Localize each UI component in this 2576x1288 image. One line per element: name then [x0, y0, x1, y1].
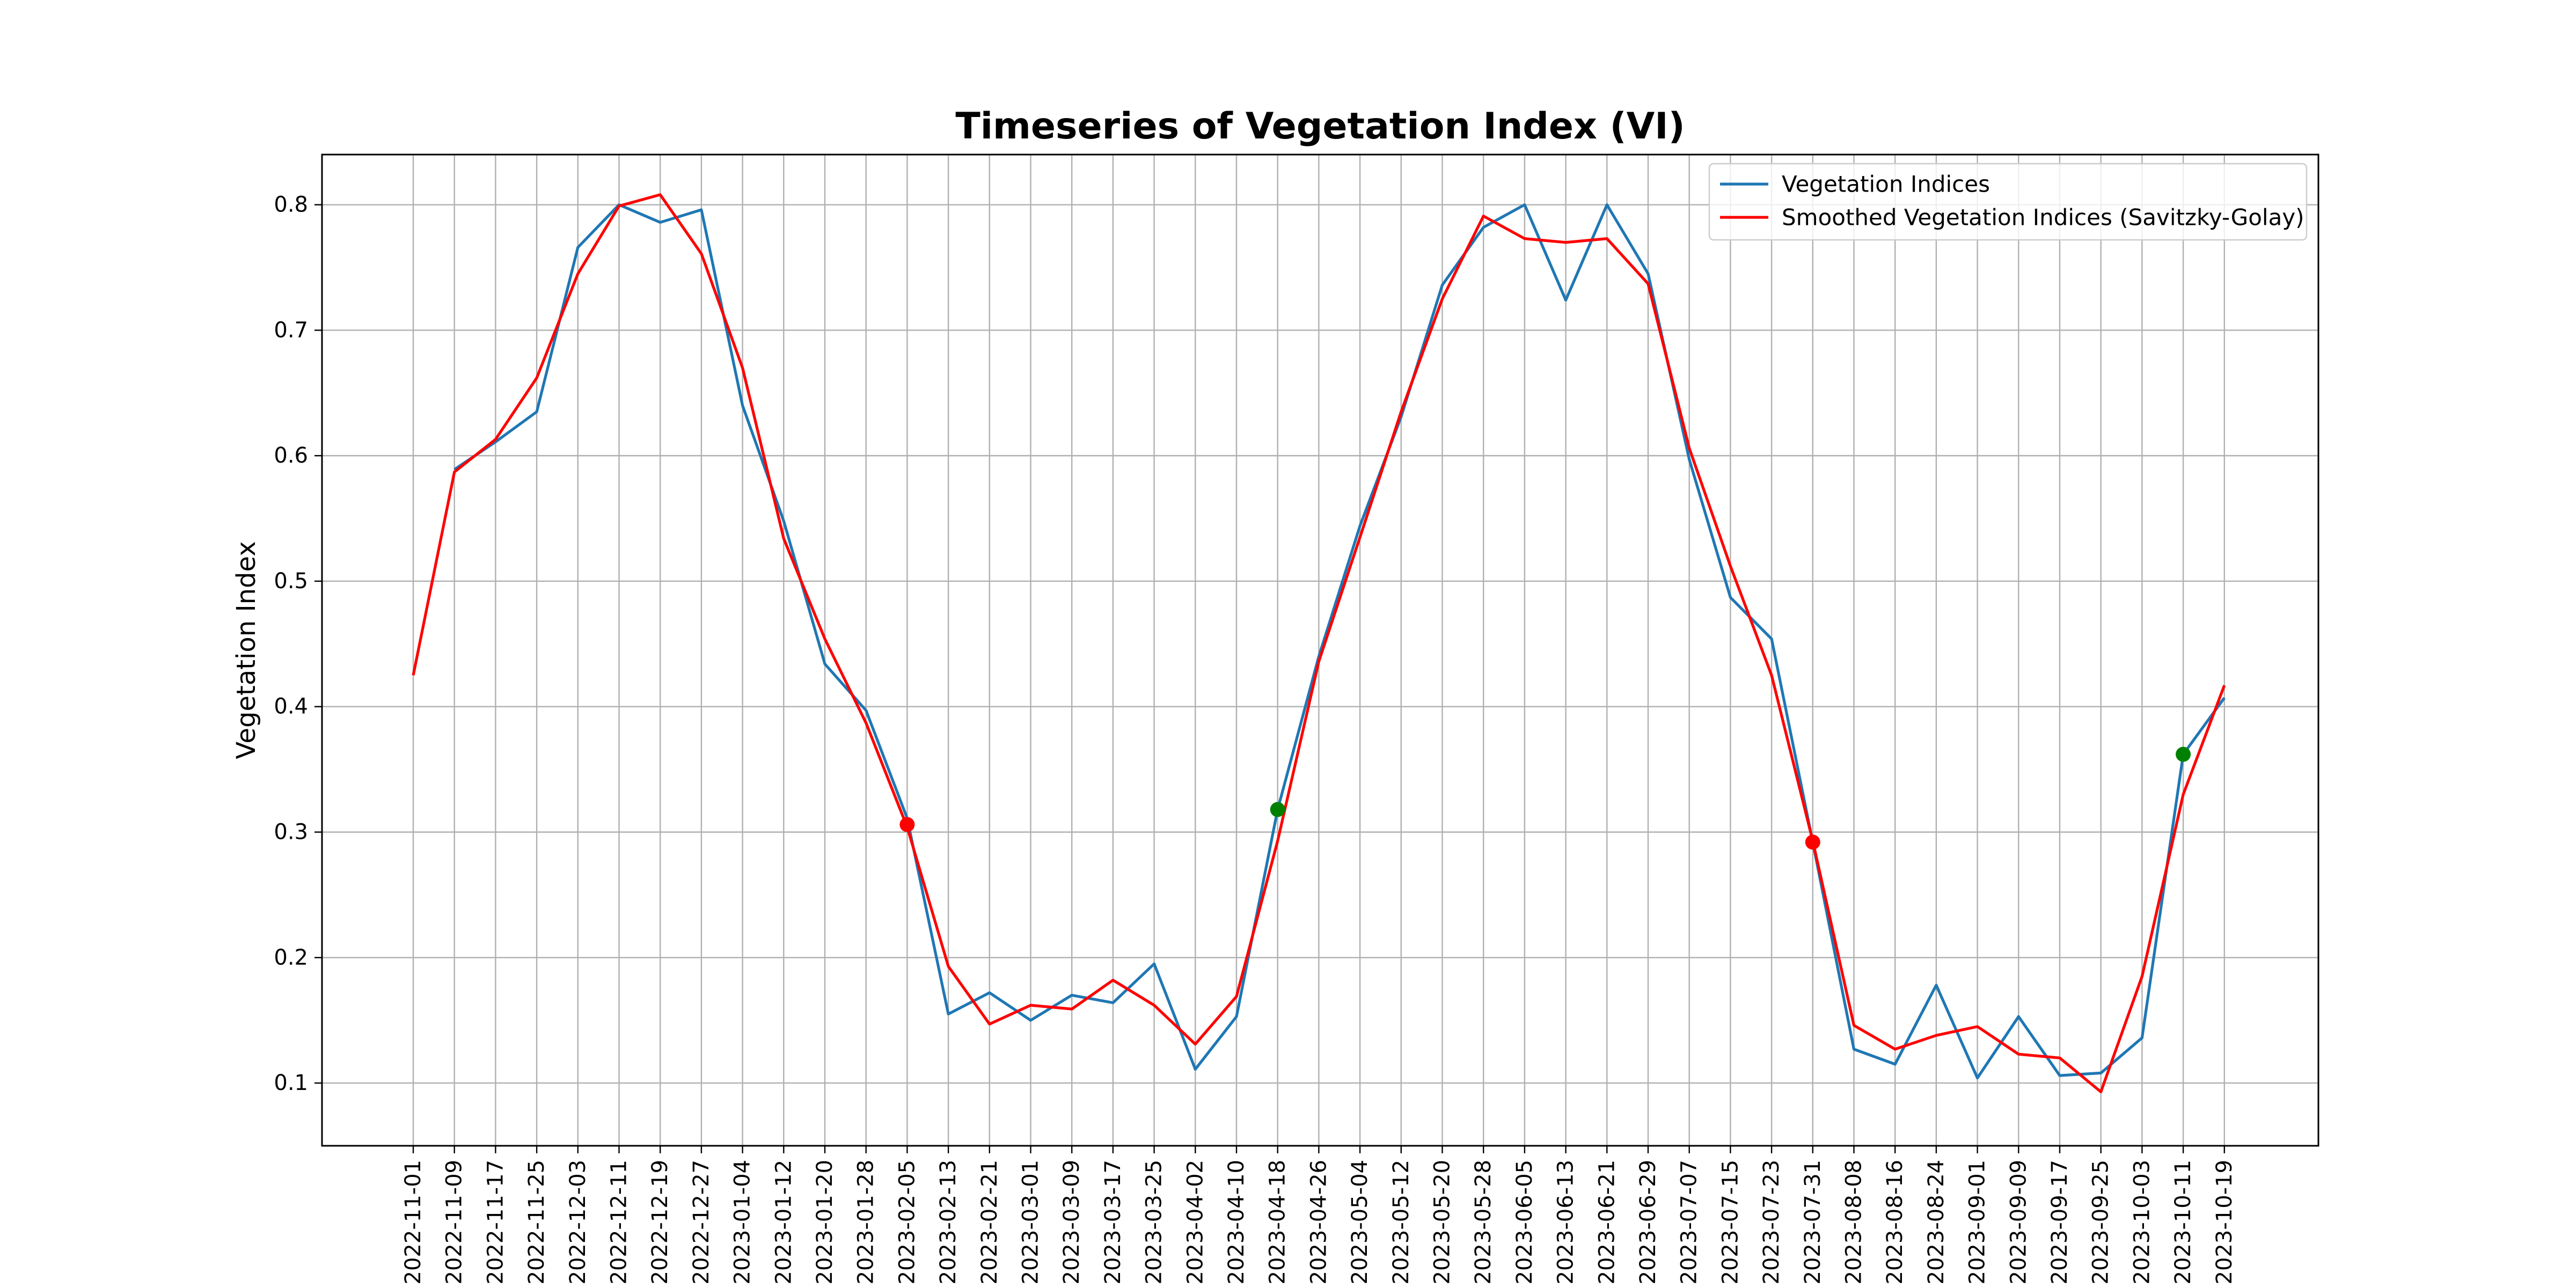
highlight-point — [899, 817, 915, 832]
x-tick-label: 2023-10-19 — [2212, 1160, 2237, 1284]
x-tick-label: 2023-01-04 — [730, 1160, 755, 1284]
x-tick-label: 2023-09-09 — [2006, 1160, 2031, 1284]
x-tick-label: 2023-10-03 — [2129, 1160, 2154, 1284]
y-axis-title: Vegetation Index — [231, 541, 261, 759]
axis-ticks: 2022-11-01 2022-11-09 2022-11-17 2022-11-25… — [274, 193, 2236, 1285]
x-tick-label: 2023-03-25 — [1142, 1160, 1167, 1284]
x-tick-label: 2023-07-15 — [1718, 1160, 1743, 1284]
x-tick-label: 2023-05-04 — [1348, 1160, 1372, 1284]
y-tick-label: 0.3 — [274, 820, 308, 845]
x-tick-label: 2023-06-05 — [1512, 1160, 1537, 1284]
x-tick-label: 2023-04-02 — [1183, 1160, 1208, 1284]
x-tick-label: 2022-11-25 — [524, 1160, 549, 1284]
highlight-markers — [899, 747, 2191, 850]
x-tick-label: 2023-05-20 — [1430, 1160, 1455, 1284]
legend-label: Smoothed Vegetation Indices (Savitzky-Go… — [1782, 204, 2304, 231]
x-tick-label: 2022-11-17 — [483, 1160, 508, 1284]
x-tick-label: 2022-12-27 — [689, 1160, 714, 1284]
x-tick-label: 2023-01-28 — [854, 1160, 879, 1284]
highlight-point — [2176, 747, 2191, 762]
highlight-point — [1270, 802, 1285, 817]
x-tick-label: 2023-04-18 — [1265, 1160, 1290, 1284]
x-tick-label: 2023-06-13 — [1554, 1160, 1578, 1284]
y-tick-label: 0.2 — [274, 945, 308, 970]
x-tick-label: 2023-04-26 — [1306, 1160, 1331, 1284]
x-tick-label: 2023-03-17 — [1101, 1160, 1125, 1284]
x-tick-label: 2023-06-21 — [1594, 1160, 1619, 1284]
y-tick-label: 0.8 — [274, 193, 308, 217]
y-tick-label: 0.7 — [274, 318, 308, 342]
legend-box — [1708, 163, 2308, 241]
x-tick-label: 2022-11-01 — [401, 1160, 426, 1284]
x-tick-label: 2023-10-11 — [2171, 1160, 2196, 1284]
x-tick-label: 2022-12-11 — [607, 1160, 632, 1284]
x-tick-label: 2023-09-25 — [2089, 1160, 2113, 1284]
x-tick-label: 2023-03-09 — [1059, 1160, 1084, 1284]
y-tick-label: 0.4 — [274, 694, 308, 719]
x-tick-label: 2023-07-07 — [1677, 1160, 1702, 1284]
x-tick-label: 2023-03-01 — [1019, 1160, 1043, 1284]
series-line-vegetation-indices — [453, 203, 2226, 1080]
chart-title: Timeseries of Vegetation Index (VI) — [955, 105, 1685, 148]
x-tick-label: 2023-05-12 — [1389, 1160, 1414, 1284]
x-tick-label: 2023-09-17 — [2047, 1160, 2072, 1284]
series-line-smoothed — [412, 193, 2226, 1094]
series-lines — [412, 193, 2226, 1094]
x-tick-label: 2023-02-21 — [977, 1160, 1002, 1284]
legend-label: Vegetation Indices — [1782, 171, 1990, 197]
legend: Vegetation Indices Smoothed Vegetation In… — [1708, 163, 2308, 241]
x-tick-label: 2023-06-29 — [1636, 1160, 1660, 1284]
y-tick-label: 0.1 — [274, 1071, 308, 1095]
x-tick-label: 2022-12-19 — [648, 1160, 672, 1284]
x-tick-label: 2023-08-08 — [1842, 1160, 1867, 1284]
x-tick-label: 2022-11-09 — [442, 1160, 467, 1284]
y-tick-label: 0.5 — [274, 569, 308, 594]
x-tick-label: 2023-01-20 — [813, 1160, 837, 1284]
plot-frame — [321, 153, 2319, 1147]
x-tick-label: 2023-04-10 — [1224, 1160, 1249, 1284]
x-tick-label: 2023-02-13 — [936, 1160, 961, 1284]
x-tick-label: 2023-09-01 — [1965, 1160, 1990, 1284]
grid-lines — [322, 155, 2318, 1146]
x-tick-label: 2023-05-28 — [1471, 1160, 1496, 1284]
x-tick-label: 2023-07-31 — [1801, 1160, 1825, 1284]
x-tick-label: 2022-12-03 — [566, 1160, 590, 1284]
y-tick-label: 0.6 — [274, 443, 308, 468]
x-tick-label: 2023-02-05 — [895, 1160, 919, 1284]
x-tick-label: 2023-07-23 — [1759, 1160, 1784, 1284]
x-tick-label: 2023-08-24 — [1924, 1160, 1949, 1284]
x-tick-label: 2023-08-16 — [1883, 1160, 1907, 1284]
highlight-point — [1805, 835, 1820, 850]
x-tick-label: 2023-01-12 — [771, 1160, 796, 1284]
